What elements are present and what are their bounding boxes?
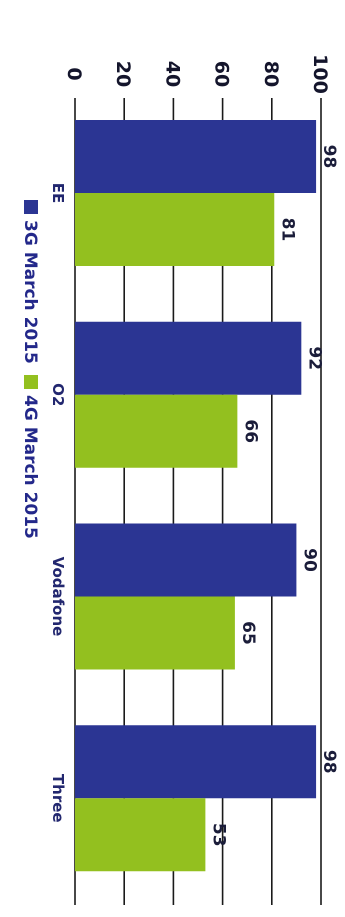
bar xyxy=(75,798,206,872)
bar xyxy=(75,596,235,670)
data-label: 53 xyxy=(208,823,228,847)
category-label: EE xyxy=(49,183,67,204)
legend-entry: 4G March 2015 xyxy=(20,395,40,539)
tick-label: 60 xyxy=(211,61,233,87)
data-label: 81 xyxy=(277,218,297,242)
legend-entry: 3G March 2015 xyxy=(20,220,40,364)
category-label: Three xyxy=(49,774,67,823)
data-label: 90 xyxy=(299,548,319,572)
bar xyxy=(75,394,238,468)
data-label: 92 xyxy=(304,346,324,370)
tick-label: 100 xyxy=(309,54,331,94)
bar xyxy=(74,321,302,395)
data-label: 65 xyxy=(238,621,258,645)
data-label: 66 xyxy=(240,419,260,443)
bar xyxy=(74,120,317,193)
bar xyxy=(74,725,317,799)
legend-swatch xyxy=(24,200,38,214)
value-axis-ticks: 0 20 40 60 80 100 xyxy=(63,54,331,94)
tick-label: 80 xyxy=(260,61,282,87)
legend-swatch xyxy=(24,375,38,389)
data-label: 98 xyxy=(319,145,339,169)
bar xyxy=(75,193,275,266)
bar xyxy=(75,523,297,597)
tick-label: 40 xyxy=(161,61,183,87)
category-label: Vodafone xyxy=(49,557,67,637)
category-labels: EE O2 Vodafone Three xyxy=(49,183,67,823)
category-label: O2 xyxy=(49,383,67,406)
data-label: 98 xyxy=(319,750,339,774)
tick-label: 0 xyxy=(63,67,85,80)
tick-label: 20 xyxy=(112,61,134,87)
legend: 3G March 2015 4G March 2015 xyxy=(20,200,40,539)
bars: 98 81 92 66 90 65 98 53 xyxy=(74,120,339,872)
